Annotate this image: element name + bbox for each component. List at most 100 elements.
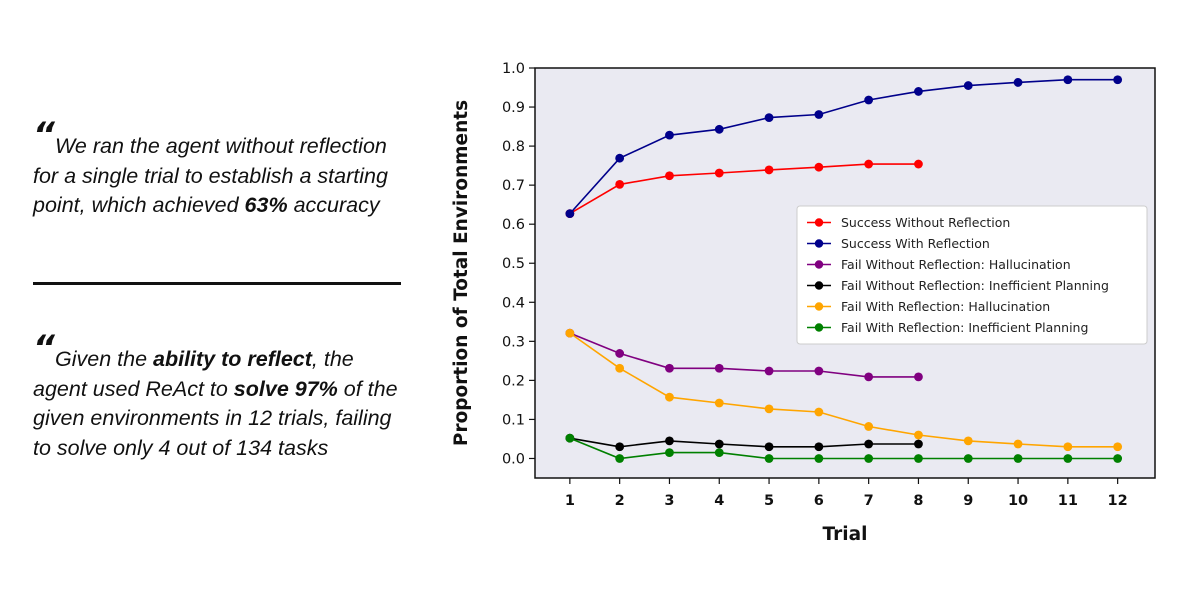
data-point: [864, 95, 874, 105]
data-point: [963, 454, 973, 463]
legend-label: Success Without Reflection: [841, 215, 1010, 230]
data-point: [864, 159, 874, 169]
data-point: [565, 328, 575, 338]
y-axis: 0.0 0.1 0.2 0.3 0.4 0.5 0.6 0.7 0.8 0.9 1.0: [502, 61, 535, 467]
x-tick-label: 9: [963, 493, 973, 509]
data-point: [963, 436, 973, 446]
data-point: [814, 162, 824, 172]
data-point: [764, 165, 774, 175]
data-point: [1013, 439, 1023, 449]
data-point: [1013, 454, 1023, 463]
y-axis-title: Proportion of Total Environments: [451, 100, 472, 446]
data-point: [714, 439, 724, 449]
legend-marker: [814, 302, 824, 311]
data-point: [764, 404, 774, 414]
y-tick-label: 0.5: [502, 256, 525, 272]
quote-highlight: 63%: [244, 193, 288, 217]
quote-highlight: ability to reflect: [153, 347, 312, 371]
data-point: [864, 422, 874, 431]
data-point: [764, 454, 774, 463]
x-tick-label: 3: [664, 493, 674, 509]
data-point: [1113, 454, 1123, 463]
data-point: [764, 442, 774, 452]
data-point: [814, 442, 824, 452]
quote-segment: We ran the agent without reflection for …: [33, 134, 388, 217]
data-point: [615, 153, 625, 163]
data-point: [714, 124, 724, 134]
data-point: [714, 448, 724, 458]
data-point: [963, 81, 973, 90]
data-point: [1063, 75, 1073, 85]
y-tick-label: 0.8: [502, 139, 525, 155]
legend-marker: [814, 323, 824, 332]
x-tick-label: 5: [764, 493, 774, 509]
x-axis: 1 2 3 4 5 6 7 8 9 10 11 12: [565, 478, 1128, 509]
x-tick-label: 11: [1058, 493, 1078, 509]
legend-box: [796, 205, 1148, 345]
series-line: [569, 332, 1118, 448]
data-point: [665, 448, 674, 458]
y-tick-label: 0.4: [502, 295, 525, 311]
x-tick-label: 2: [615, 493, 625, 509]
quote-segment: Given the: [55, 347, 153, 371]
quote-highlight: solve 97%: [233, 376, 338, 401]
series-line: [569, 78, 1118, 215]
data-point: [615, 454, 625, 463]
series-layer: [565, 75, 1123, 463]
data-point: [914, 454, 923, 463]
legend-label: Fail Without Reflection: Hallucination: [841, 257, 1071, 272]
legend-label: Fail Without Reflection: Inefficient Pla…: [841, 278, 1109, 293]
data-point: [864, 439, 874, 449]
y-tick-label: 0.0: [502, 451, 525, 467]
data-point: [1063, 442, 1073, 452]
data-point: [714, 363, 724, 373]
series-line: [569, 163, 919, 215]
quote-segment: , the agent used ReAct to: [33, 347, 354, 401]
data-point: [1113, 442, 1123, 452]
series-success-with-reflection: [565, 75, 1123, 219]
quote-segment: of the given environments in 12 trials, …: [33, 376, 398, 460]
legend-marker: [814, 260, 824, 269]
data-point: [665, 171, 674, 181]
y-tick-label: 0.9: [502, 100, 525, 116]
data-point: [615, 179, 625, 189]
series-line: [569, 332, 919, 378]
x-axis-title: Trial: [823, 524, 868, 545]
quote-segment: accuracy: [287, 193, 380, 217]
data-point: [814, 407, 824, 417]
series-line: [569, 437, 1118, 460]
legend-marker: [814, 218, 824, 227]
series-success-without-reflection: [565, 159, 923, 219]
legend-marker: [814, 239, 824, 248]
data-point: [764, 113, 774, 122]
data-point: [814, 454, 824, 463]
data-point: [615, 363, 625, 373]
legend: Success Without Reflection Success With R…: [796, 205, 1148, 345]
legend-marker: [814, 281, 824, 290]
series-fail-with-reflection-inefficient-planning: [565, 433, 1123, 463]
data-point: [565, 209, 575, 219]
data-point: [714, 168, 724, 178]
data-point: [665, 392, 674, 402]
data-point: [814, 110, 824, 119]
data-point: [565, 433, 575, 443]
y-tick-label: 0.7: [502, 178, 525, 194]
x-tick-label: 4: [714, 493, 724, 509]
data-point: [615, 442, 625, 452]
data-point: [1063, 454, 1073, 463]
quote-text: We ran the agent without reflection for …: [33, 132, 413, 221]
legend-label: Fail With Reflection: Inefficient Planni…: [841, 320, 1088, 335]
x-tick-label: 10: [1008, 493, 1028, 509]
data-point: [665, 436, 674, 446]
data-point: [665, 363, 674, 373]
data-point: [814, 366, 824, 376]
data-point: [914, 430, 923, 440]
divider: [33, 282, 401, 285]
data-point: [914, 439, 923, 449]
y-tick-label: 0.1: [502, 412, 525, 428]
y-tick-label: 0.6: [502, 217, 525, 233]
series-line: [569, 437, 919, 448]
data-point: [914, 159, 923, 169]
data-point: [864, 372, 874, 382]
